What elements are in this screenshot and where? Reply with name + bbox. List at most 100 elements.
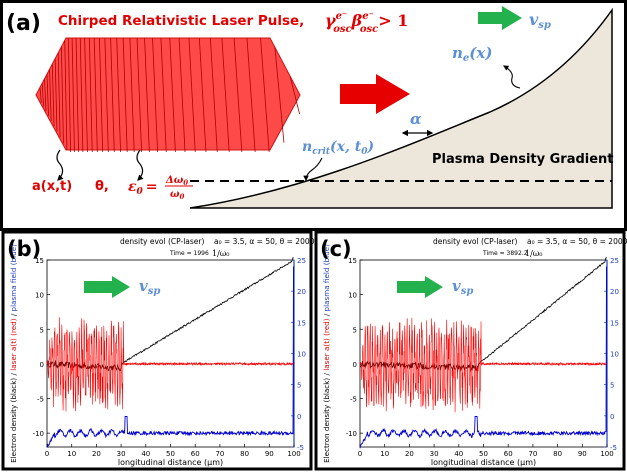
chirp-line — [84, 37, 88, 153]
plot-params: a₀ = 3.5, α = 50, θ = 2000, ε₀ = 0.4 — [214, 237, 349, 246]
x-tick-label: 40 — [454, 450, 463, 458]
right-y-tick-label: 0 — [297, 413, 301, 421]
chirp-line — [54, 58, 58, 132]
right-y-tick-label: 15 — [610, 319, 619, 327]
label-a-xt: a(x,t) — [32, 179, 72, 194]
chirp-line — [79, 37, 84, 153]
panel-a: (a) Chirped Relativistic Laser Pulse, γe… — [0, 0, 627, 231]
y-tick-label: 5 — [40, 326, 44, 334]
x-axis-label: longitudinal distance (μm) — [118, 458, 223, 467]
panel-letter: (b) — [7, 237, 41, 261]
x-tick-label: 40 — [141, 450, 150, 458]
title-condition: γe⁻ oscβe⁻ osc> 1 — [325, 11, 408, 35]
x-tick-label: 0 — [45, 450, 49, 458]
label-vsp: vsp — [452, 277, 473, 297]
y-tick-label: -10 — [346, 430, 357, 438]
x-tick-label: 70 — [528, 450, 537, 458]
pointer-ncrit — [303, 157, 323, 182]
series-field — [359, 266, 607, 449]
plasma-density-region — [189, 7, 613, 209]
chirp-line — [178, 37, 186, 153]
time-label: Time = 1996 — [169, 250, 209, 257]
laser-pulse-chirp-lines — [39, 37, 300, 153]
y-tick-label: 15 — [35, 257, 44, 265]
pointer-a-xt — [56, 149, 64, 181]
chirp-line — [209, 37, 218, 153]
right-y-tick-label: 20 — [610, 288, 619, 296]
chirp-line — [260, 37, 270, 153]
x-tick-label: 20 — [92, 450, 101, 458]
chirp-line — [221, 37, 230, 153]
pointer-ne — [503, 65, 521, 89]
chirp-line — [233, 37, 243, 153]
time-label: Time = 3892.2 — [482, 250, 528, 257]
chirp-line — [188, 37, 196, 153]
plot-title: density evol (CP-laser) — [120, 237, 205, 246]
x-tick-label: 70 — [215, 450, 224, 458]
x-tick-label: 90 — [578, 450, 587, 458]
label-ne: ne(x) — [452, 44, 492, 64]
series-laser — [46, 317, 295, 412]
chirp-line — [122, 37, 128, 153]
chirp-line — [198, 37, 207, 153]
chirp-line — [144, 37, 150, 153]
y-tick-label: 5 — [353, 326, 357, 334]
chirp-line — [129, 37, 135, 153]
x-tick-label: 90 — [265, 450, 274, 458]
chirp-line — [246, 37, 256, 153]
green-arrow-a — [478, 6, 522, 30]
green-arrow — [84, 276, 130, 298]
y-tick-label: 10 — [348, 292, 357, 300]
right-y-tick-label: 10 — [610, 351, 619, 359]
right-y-tick-label: -5 — [297, 444, 304, 452]
chirp-line — [49, 69, 52, 121]
series-field — [46, 266, 294, 448]
chirp-line — [289, 75, 300, 115]
chirp-line — [116, 37, 121, 153]
chirp-line — [57, 52, 61, 138]
x-tick-label: 30 — [117, 450, 126, 458]
chirp-line — [169, 37, 176, 153]
x-tick-label: 80 — [553, 450, 562, 458]
label-eps0: ε0 = — [128, 179, 158, 197]
x-tick-label: 50 — [166, 450, 175, 458]
x-tick-label: 100 — [600, 450, 613, 458]
right-y-tick-label: 25 — [297, 257, 306, 265]
y-tick-label: 10 — [35, 292, 44, 300]
chirp-line — [67, 37, 71, 153]
chirp-line — [88, 37, 93, 153]
label-ncrit: ncrit(x, t0) — [302, 139, 374, 157]
chirp-line — [136, 37, 142, 153]
label-gradient: Plasma Density Gradient — [432, 152, 614, 167]
chirp-line — [60, 46, 64, 144]
x-tick-label: 50 — [479, 450, 488, 458]
chirp-line — [104, 37, 109, 153]
panel-letter: (c) — [320, 237, 352, 261]
x-tick-label: 60 — [191, 450, 200, 458]
y-tick-label: 15 — [348, 257, 357, 265]
x-tick-label: 100 — [287, 450, 300, 458]
plot-params: a₀ = 3.5, α = 50, θ = 2000, ε₀ = 0.4 — [527, 237, 627, 246]
series-laser — [359, 317, 608, 413]
fraction-dw-w: Δω0 ω0 — [165, 175, 193, 201]
chirp-line — [98, 37, 104, 153]
right-y-tick-label: -5 — [610, 444, 617, 452]
chirp-line — [152, 37, 158, 153]
pointer-theta — [136, 149, 144, 181]
panel-a-letter: (a) — [6, 11, 41, 36]
x-axis-label: longitudinal distance (μm) — [431, 458, 536, 467]
y-axis-label: Electron density (black) / laser a(t) (r… — [322, 244, 331, 463]
plot-title: density evol (CP-laser) — [433, 237, 518, 246]
y-tick-label: -5 — [350, 396, 357, 404]
laser-pulse-envelope — [35, 37, 301, 151]
x-tick-label: 0 — [358, 450, 362, 458]
time-unit: 1/ω₀ — [212, 249, 230, 258]
y-tick-label: -5 — [37, 396, 44, 404]
right-y-tick-label: 0 — [610, 413, 614, 421]
green-arrow — [397, 276, 443, 298]
laser-pulse — [35, 37, 301, 153]
x-tick-label: 10 — [67, 450, 76, 458]
